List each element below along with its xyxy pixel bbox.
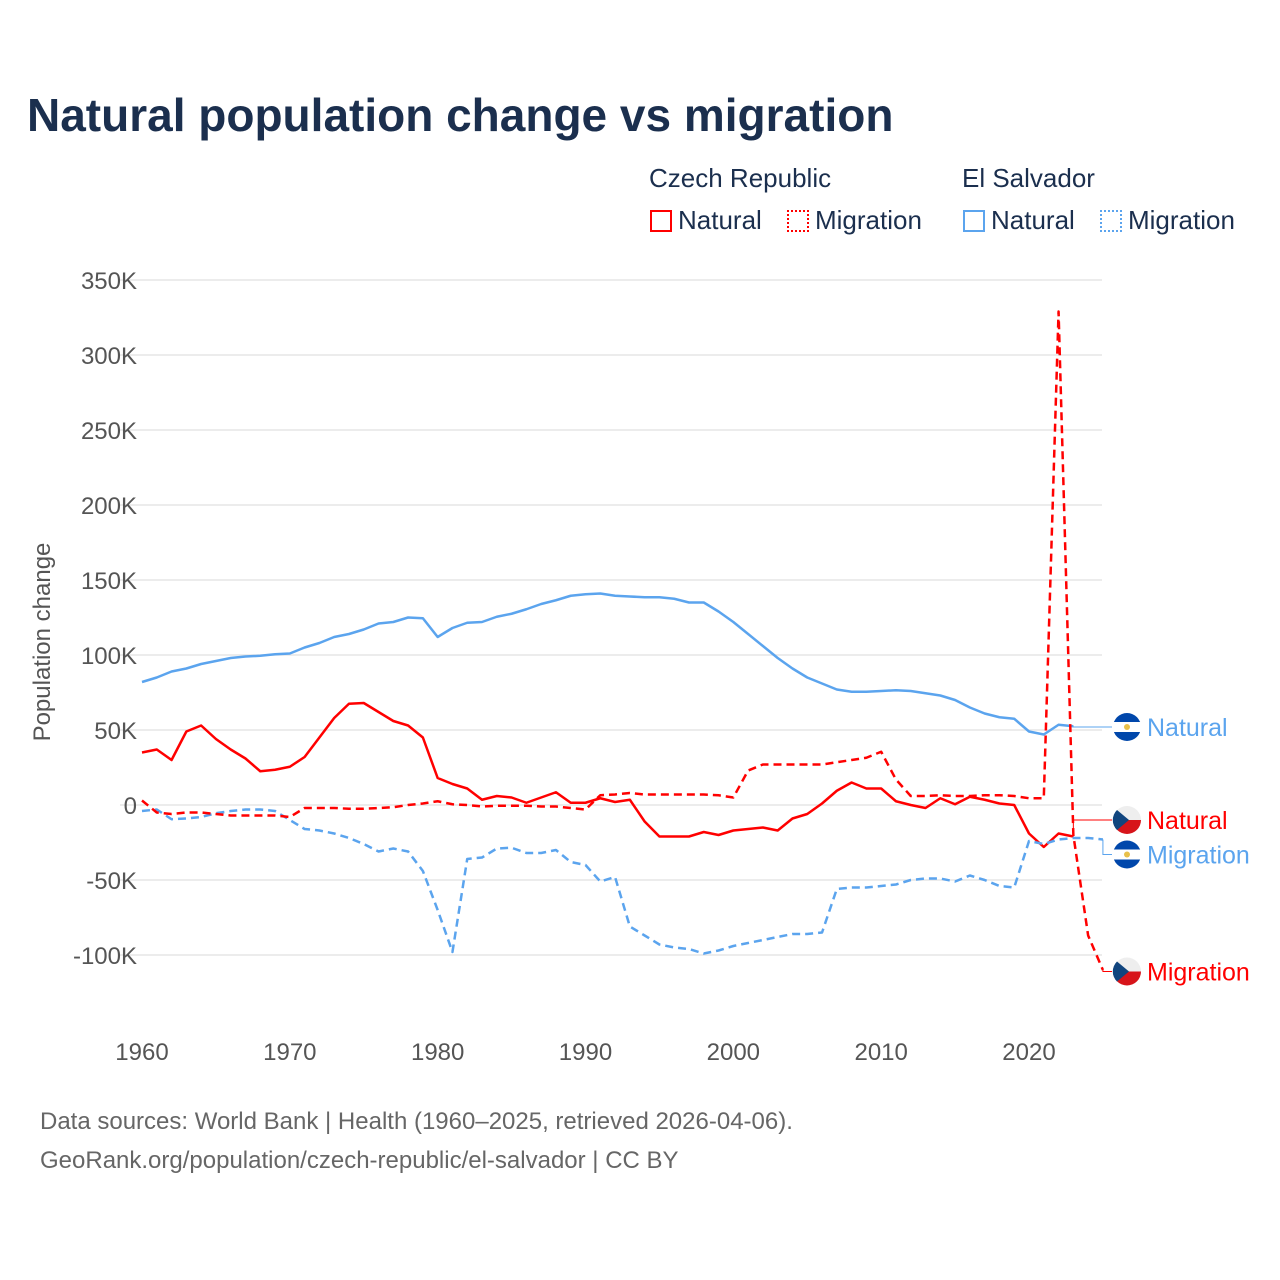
czech-flag-icon [1112, 957, 1141, 986]
legend-label: Natural [678, 205, 762, 235]
y-tick-label: 250K [81, 418, 137, 445]
label-connector [1072, 819, 1112, 837]
el-salvador-flag-icon [1113, 713, 1141, 741]
x-tick-label: 1970 [263, 1039, 316, 1066]
legend-label: Migration [1128, 205, 1235, 235]
series-line-el-salvador-natural [141, 592, 1074, 736]
label-connector [1102, 839, 1112, 855]
y-tick-label: 300K [81, 343, 137, 370]
footer-sources: Data sources: World Bank | Health (1960–… [40, 1108, 793, 1135]
y-tick-label: 350K [81, 268, 137, 295]
y-axis-title: Population change [29, 543, 56, 742]
legend-label: Migration [815, 205, 922, 235]
x-tick-label: 2000 [707, 1039, 760, 1066]
series-line-el-salvador-migration [141, 808, 1104, 955]
series-end-label: Migration [1147, 842, 1250, 870]
legend-swatch [963, 209, 985, 232]
y-tick-label: -100K [73, 943, 137, 970]
y-tick-label: -50K [86, 868, 137, 895]
x-tick-label: 1980 [411, 1039, 464, 1066]
y-tick-label: 50K [94, 718, 137, 745]
el-salvador-flag-icon [1113, 840, 1141, 869]
legend-group-czech: Czech Republic [649, 163, 832, 193]
x-tick-label: 2010 [854, 1039, 907, 1066]
footer-link[interactable]: GeoRank.org/population/czech-republic/el… [40, 1147, 679, 1174]
legend-czech-migration[interactable]: Migration [787, 205, 922, 236]
x-tick-label: 2020 [1002, 1039, 1055, 1066]
chart-title: Natural population change vs migration [27, 89, 894, 141]
y-tick-label: 150K [81, 568, 137, 595]
x-tick-label: 1960 [115, 1039, 168, 1066]
series-line-czech-republic-natural [141, 701, 1074, 849]
legend-group-salvador: El Salvador [962, 163, 1095, 193]
legend-swatch [650, 209, 672, 232]
y-tick-label: 100K [81, 643, 137, 670]
x-tick-label: 1990 [559, 1039, 612, 1066]
series-line-czech-republic-migration [141, 310, 1105, 971]
legend-czech-natural[interactable]: Natural [650, 205, 762, 236]
legend-salvador-migration[interactable]: Migration [1100, 205, 1235, 236]
czech-flag-icon [1112, 806, 1141, 834]
legend-swatch [1100, 209, 1122, 232]
legend-swatch [787, 209, 809, 232]
series-end-label: Migration [1147, 959, 1250, 987]
legend-label: Natural [991, 205, 1075, 235]
label-connector [1102, 970, 1112, 972]
y-tick-label: 200K [81, 493, 137, 520]
legend-salvador-natural[interactable]: Natural [963, 205, 1075, 236]
series-end-label: Natural [1147, 807, 1228, 835]
series-end-label: Natural [1147, 714, 1228, 742]
y-tick-label: 0 [124, 793, 137, 820]
label-connector [1072, 726, 1112, 728]
